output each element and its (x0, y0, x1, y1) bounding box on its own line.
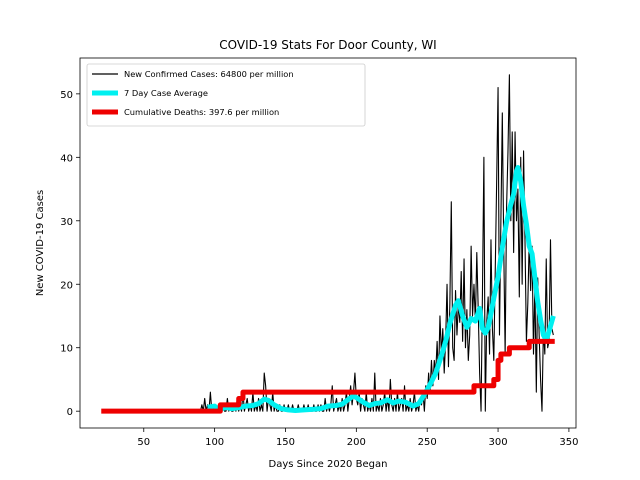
series-7day-average-line (207, 164, 556, 414)
x-tick-label: 200 (347, 437, 366, 448)
legend: New Confirmed Cases: 64800 per million 7… (86, 63, 366, 127)
x-tick-label: 150 (276, 437, 295, 448)
x-tick-label: 350 (559, 437, 578, 448)
y-axis: 0 10 20 30 40 50 (60, 90, 80, 418)
x-tick-label: 100 (205, 437, 224, 448)
x-axis: 50 100 150 200 250 300 350 (137, 428, 578, 448)
y-tick-label: 10 (60, 344, 73, 355)
series-layer (101, 74, 556, 414)
x-tick-label: 300 (489, 437, 508, 448)
x-tick-label: 50 (137, 437, 150, 448)
y-axis-label: New COVID-19 Cases (35, 190, 46, 296)
chart-title: COVID-19 Stats For Door County, WI (219, 38, 436, 52)
x-axis-label: Days Since 2020 Began (269, 459, 388, 470)
y-tick-label: 40 (60, 153, 73, 164)
legend-box (86, 63, 366, 127)
x-tick-label: 250 (418, 437, 437, 448)
legend-label-new-cases: New Confirmed Cases: 64800 per million (124, 69, 294, 79)
y-tick-label: 30 (60, 217, 73, 228)
series-cumulative-deaths-line (101, 338, 555, 414)
plot-area (79, 57, 577, 429)
y-tick-label: 0 (67, 407, 73, 418)
axes-frame (79, 57, 577, 429)
y-tick-label: 20 (60, 280, 73, 291)
legend-label-7day-average: 7 Day Case Average (124, 88, 208, 98)
legend-label-cumulative-deaths: Cumulative Deaths: 397.6 per million (124, 107, 279, 117)
y-tick-label: 50 (60, 90, 73, 101)
